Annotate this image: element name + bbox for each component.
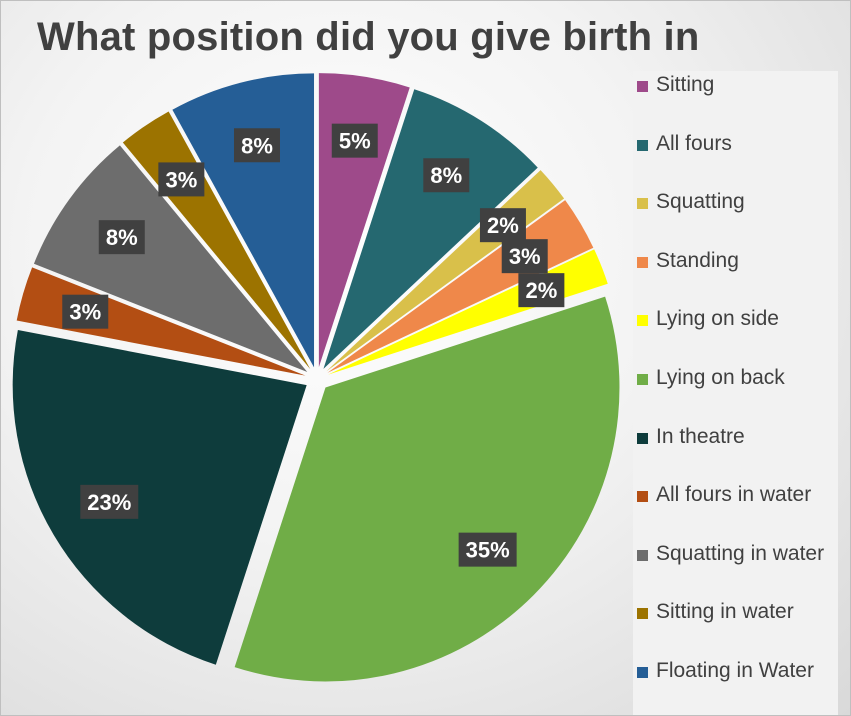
pie-slice-all-fours-in-water [16,267,306,376]
legend-label-sitting: Sitting [656,73,715,96]
legend-label-lying-on-back: Lying on back [656,365,785,389]
legend-swatch-standing [637,256,648,268]
data-label-sitting-in-water: 3% [165,167,197,192]
data-label-lying-on-back: 35% [466,538,510,563]
data-label-squatting-in-water: 8% [106,225,138,250]
legend-label-lying-on-side: Lying on side [656,307,779,331]
data-label-box-floating-in-water [233,128,280,163]
legend-item-in-theatre: In theatre [633,423,838,482]
data-label-all-fours: 8% [430,163,462,188]
legend-item-standing: Standing [633,247,838,306]
legend-label-squatting: Squatting [656,190,745,214]
data-label-floating-in-water: 8% [241,133,273,158]
data-label-box-standing [501,239,548,274]
legend-swatch-sitting [637,81,648,92]
data-label-box-squatting-in-water [98,220,145,255]
legend-swatch-squatting-in-water [637,549,648,561]
legend-swatch-lying-on-back [637,373,648,385]
legend-swatch-all-fours [637,139,648,151]
data-label-box-all-fours-in-water [62,294,109,329]
data-label-sitting: 5% [339,129,371,154]
legend-label-squatting-in-water: Squatting in water [656,541,825,565]
data-label-all-fours-in-water: 3% [69,300,101,325]
data-label-box-in-theatre [80,484,139,519]
legend-swatch-sitting-in-water [637,608,648,620]
legend-label-standing: Standing [656,248,739,272]
data-label-lying-on-side: 2% [525,278,557,303]
legend-label-all-fours-in-water: All fours in water [656,483,812,507]
legend-swatch-lying-on-side [637,315,648,327]
data-label-box-lying-on-side [518,273,565,308]
legend: Sitting All fours Squatting Standing Lying o… [633,71,838,715]
legend-item-lying-on-side: Lying on side [633,305,838,364]
legend-item-squatting-in-water: Squatting in water [633,540,838,599]
data-label-box-lying-on-back [458,532,517,567]
pie-slice-in-theatre [12,330,307,665]
data-label-in-theatre: 23% [87,490,131,515]
legend-label-in-theatre: In theatre [656,424,745,448]
pie-slice-squatting-in-water [33,145,308,372]
legend-item-sitting: Sitting [633,71,838,130]
data-label-squatting: 2% [487,213,519,238]
legend-item-lying-on-back: Lying on back [633,364,838,423]
legend-item-sitting-in-water: Sitting in water [633,598,838,657]
legend-item-all-fours-in-water: All fours in water [633,481,838,540]
legend-swatch-all-fours-in-water [637,491,648,503]
pie-slice-lying-on-back [234,296,620,682]
legend-label-all-fours: All fours [656,131,732,155]
chart-title: What position did you give birth in [37,15,700,59]
legend-swatch-floating-in-water [637,666,648,678]
legend-item-all-fours: All fours [633,130,838,189]
data-label-standing: 3% [509,244,541,269]
data-label-box-squatting [479,208,526,243]
data-label-box-sitting [331,123,378,158]
legend-swatch-squatting [637,198,648,210]
data-label-box-all-fours [423,158,470,193]
legend-item-floating-in-water: Floating in Water [633,657,838,715]
legend-label-sitting-in-water: Sitting in water [656,600,794,624]
data-label-box-sitting-in-water [158,162,205,197]
legend-item-squatting: Squatting [633,188,838,247]
legend-label-floating-in-water: Floating in Water [656,658,814,682]
pie-slice-all-fours [323,89,538,369]
legend-swatch-in-theatre [637,432,648,444]
